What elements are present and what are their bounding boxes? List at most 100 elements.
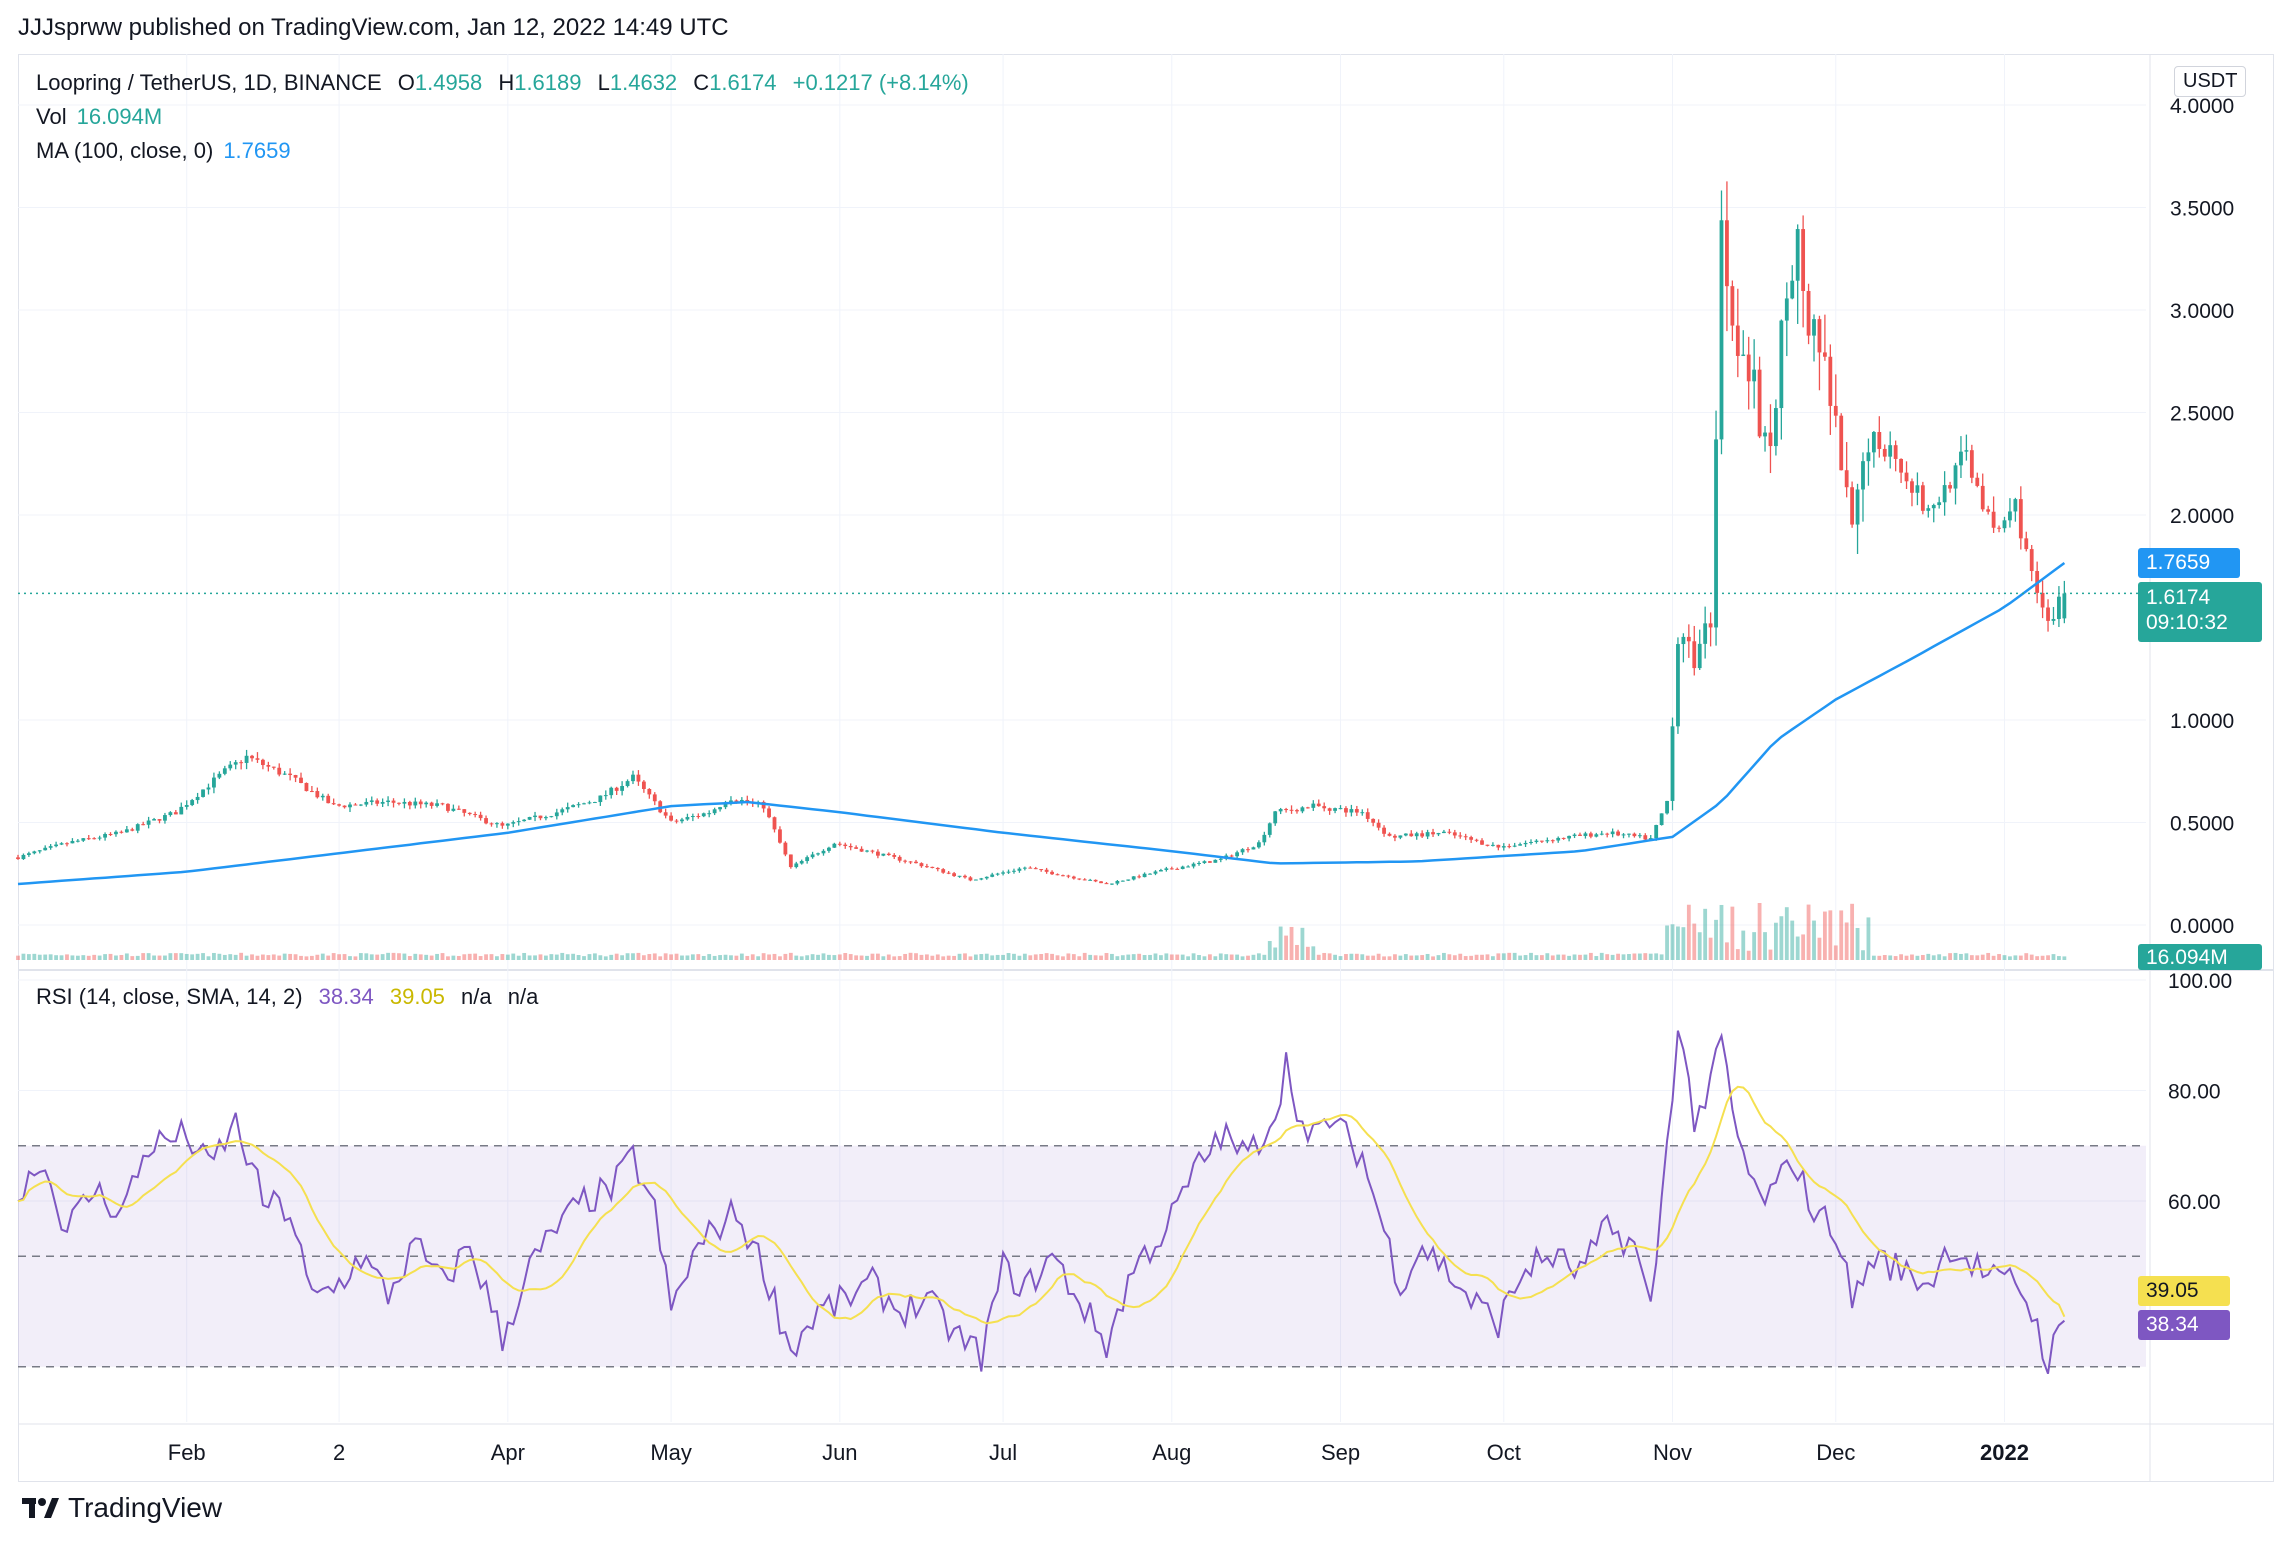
- volume-bar: [1795, 936, 1800, 960]
- candle-body: [250, 755, 254, 759]
- volume-bar: [1888, 955, 1893, 960]
- candle-body: [1882, 448, 1887, 457]
- volume-bar: [729, 955, 733, 960]
- candle-body: [1409, 833, 1414, 837]
- volume-bar: [201, 953, 205, 960]
- candle-body: [489, 823, 494, 825]
- candle-body: [451, 808, 456, 811]
- volume-bar: [2062, 956, 2067, 960]
- candle-body: [1588, 833, 1593, 837]
- candle-body: [1964, 450, 1969, 452]
- volume-bar: [1485, 954, 1490, 960]
- candle-body: [2018, 499, 2023, 539]
- volume-bar: [1969, 955, 1974, 960]
- price-tick-label: 3.5000: [2170, 198, 2234, 221]
- candle-body: [1333, 808, 1337, 811]
- volume-bar: [881, 956, 886, 960]
- candle-body: [565, 807, 570, 810]
- volume-bar: [1757, 903, 1762, 960]
- candle-body: [772, 817, 777, 830]
- candle-body: [739, 799, 744, 802]
- volume-bar: [1605, 954, 1610, 960]
- symbol-legend: Loopring / TetherUS, 1D, BINANCE O1.4958…: [36, 70, 969, 95]
- candle-body: [1387, 833, 1392, 836]
- symbol-name: Loopring / TetherUS, 1D, BINANCE: [36, 70, 382, 95]
- candle-body: [914, 861, 918, 864]
- candle-body: [614, 787, 619, 791]
- candle-body: [598, 795, 603, 803]
- candle-body: [1322, 806, 1327, 809]
- candle-body: [935, 867, 940, 870]
- volume-bar: [1632, 953, 1637, 960]
- candle-body: [631, 774, 635, 782]
- volume-bar: [990, 955, 995, 960]
- candle-body: [848, 846, 853, 848]
- volume-bar: [1926, 953, 1931, 960]
- volume-bar: [1763, 932, 1767, 960]
- candle-body: [1926, 508, 1931, 511]
- time-tick-label: Sep: [1321, 1440, 1360, 1465]
- candle-body: [1676, 644, 1680, 727]
- volume-bar: [2013, 955, 2018, 960]
- volume-bar: [59, 955, 64, 960]
- candle-body: [2040, 592, 2045, 608]
- candle-body: [625, 781, 630, 786]
- candle-body: [2013, 499, 2018, 512]
- candle-body: [456, 808, 461, 810]
- candle-body: [467, 812, 472, 815]
- candle-body: [1071, 876, 1076, 879]
- volume-bar: [271, 954, 276, 960]
- candle-body: [865, 850, 869, 852]
- volume-bar: [135, 955, 140, 960]
- candle-body: [1692, 641, 1697, 669]
- candle-body: [435, 803, 439, 806]
- volume-bar: [92, 954, 97, 960]
- candle-body: [1654, 825, 1659, 839]
- candle-body: [342, 805, 347, 808]
- volume-bar: [222, 954, 227, 960]
- volume-bar: [65, 954, 69, 960]
- volume-tag: 16.094M: [2138, 944, 2262, 970]
- volume-bar: [1893, 956, 1898, 960]
- volume-bar: [930, 955, 935, 960]
- candle-body: [163, 815, 167, 821]
- volume-bar: [848, 954, 853, 960]
- volume-bar: [424, 954, 429, 960]
- volume-bar: [1360, 954, 1365, 960]
- volume-bar: [1006, 953, 1011, 960]
- volume-bar: [1463, 956, 1468, 960]
- tradingview-logo-icon: [22, 1498, 59, 1518]
- candle-body: [212, 777, 216, 788]
- candle-body: [1022, 867, 1027, 869]
- volume-bar: [1975, 955, 1980, 960]
- volume-bar: [190, 954, 195, 960]
- rsi-tag: 38.34: [2138, 1310, 2230, 1340]
- candle-body: [413, 801, 418, 806]
- candle-body: [288, 773, 293, 776]
- volume-bar: [1327, 953, 1332, 960]
- volume-bar: [1425, 953, 1430, 960]
- volume-bar: [413, 953, 418, 960]
- footer-brand[interactable]: TradingView: [22, 1492, 222, 1524]
- candle-body: [1235, 852, 1240, 857]
- candle-body: [1218, 858, 1223, 860]
- candle-body: [97, 837, 102, 839]
- candle-body: [1659, 813, 1664, 826]
- candle-body: [1159, 870, 1163, 872]
- volume-bar: [968, 956, 973, 960]
- volume-bar: [1278, 926, 1283, 960]
- volume-bar: [1833, 945, 1838, 960]
- candle-body: [320, 795, 325, 798]
- candle-body: [1061, 875, 1065, 877]
- volume-bar: [168, 953, 173, 960]
- candle-body: [1501, 846, 1506, 848]
- candle-body: [1959, 451, 1963, 466]
- currency-button[interactable]: USDT: [2174, 66, 2247, 97]
- candle-body: [1844, 470, 1849, 488]
- volume-bar: [86, 955, 91, 960]
- volume-bar: [1583, 954, 1588, 960]
- volume-bar: [1159, 955, 1163, 960]
- candle-body: [2057, 596, 2061, 620]
- volume-bar: [255, 955, 260, 960]
